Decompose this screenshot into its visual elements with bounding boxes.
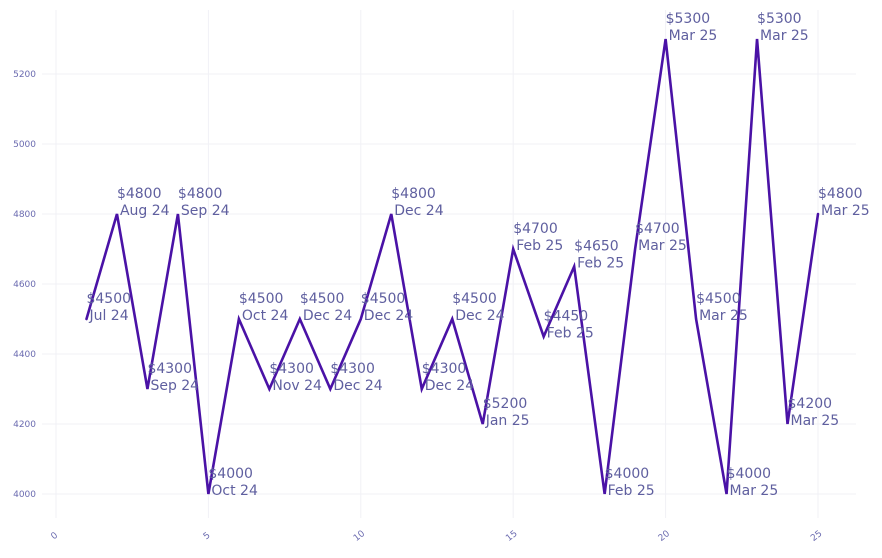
date-label: Mar 25 xyxy=(791,413,840,429)
date-label: Aug 24 xyxy=(120,203,170,219)
price-label: $4300 xyxy=(269,361,314,377)
x-tick-label: 10 xyxy=(352,529,367,544)
price-label: $4650 xyxy=(574,239,619,255)
date-label: Mar 25 xyxy=(821,203,870,219)
price-label: $4500 xyxy=(696,291,741,307)
date-label: Dec 24 xyxy=(425,378,474,394)
date-label: Mar 25 xyxy=(760,28,809,44)
price-label: $4000 xyxy=(208,466,253,482)
price-label: $4700 xyxy=(513,221,558,237)
price-label: $4450 xyxy=(544,309,589,325)
x-tick-label: 15 xyxy=(504,529,519,544)
y-tick-label: 5000 xyxy=(13,140,36,150)
y-tick-label: 4400 xyxy=(13,350,36,360)
grid xyxy=(42,10,856,518)
date-label: Feb 25 xyxy=(577,256,624,272)
x-tick-label: 0 xyxy=(49,531,60,543)
price-label: $4500 xyxy=(300,291,345,307)
date-label: Dec 24 xyxy=(333,378,382,394)
date-label: Dec 24 xyxy=(455,308,504,324)
price-label: $4000 xyxy=(605,466,650,482)
date-label: Dec 24 xyxy=(394,203,443,219)
price-label: $4800 xyxy=(117,186,162,202)
price-label: $5300 xyxy=(666,11,711,27)
date-label: Mar 25 xyxy=(638,238,687,254)
price-label: $4000 xyxy=(727,466,772,482)
y-tick-label: 4000 xyxy=(13,490,36,500)
date-label: Feb 25 xyxy=(608,483,655,499)
date-label: Oct 24 xyxy=(211,483,258,499)
price-label: $4700 xyxy=(635,221,680,237)
date-label: Sep 24 xyxy=(181,203,230,219)
price-label: $4500 xyxy=(239,291,284,307)
x-tick-label: 20 xyxy=(657,529,672,544)
date-label: Jan 25 xyxy=(485,413,530,429)
price-label: $4800 xyxy=(178,186,223,202)
date-label: Mar 25 xyxy=(730,483,779,499)
series-line xyxy=(85,38,820,495)
date-label: Feb 25 xyxy=(516,238,563,254)
date-label: Mar 25 xyxy=(699,308,748,324)
price-label: $4300 xyxy=(422,361,467,377)
price-label: $4500 xyxy=(452,291,497,307)
date-label: Oct 24 xyxy=(242,308,289,324)
series-layer xyxy=(85,38,820,495)
date-label: Nov 24 xyxy=(272,378,322,394)
price-label: $4800 xyxy=(391,186,436,202)
price-label: $4300 xyxy=(147,361,192,377)
price-label: $4800 xyxy=(818,186,863,202)
price-label: $4300 xyxy=(330,361,375,377)
y-tick-label: 4800 xyxy=(13,210,36,220)
date-label: Feb 25 xyxy=(547,326,594,342)
date-label: Sep 24 xyxy=(150,378,199,394)
price-label: $4200 xyxy=(788,396,833,412)
price-label: $5200 xyxy=(483,396,528,412)
y-tick-label: 4200 xyxy=(13,420,36,430)
price-label: $5300 xyxy=(757,11,802,27)
x-tick-label: 5 xyxy=(202,531,213,542)
date-label: Dec 24 xyxy=(364,308,413,324)
y-tick-label: 5200 xyxy=(13,70,36,80)
date-label: Jul 24 xyxy=(88,308,128,324)
price-label: $4500 xyxy=(361,291,406,307)
x-tick-label: 25 xyxy=(809,529,824,544)
date-label: Mar 25 xyxy=(669,28,718,44)
y-tick-label: 4600 xyxy=(13,280,36,290)
date-label: Dec 24 xyxy=(303,308,352,324)
price-label: $4500 xyxy=(86,291,131,307)
